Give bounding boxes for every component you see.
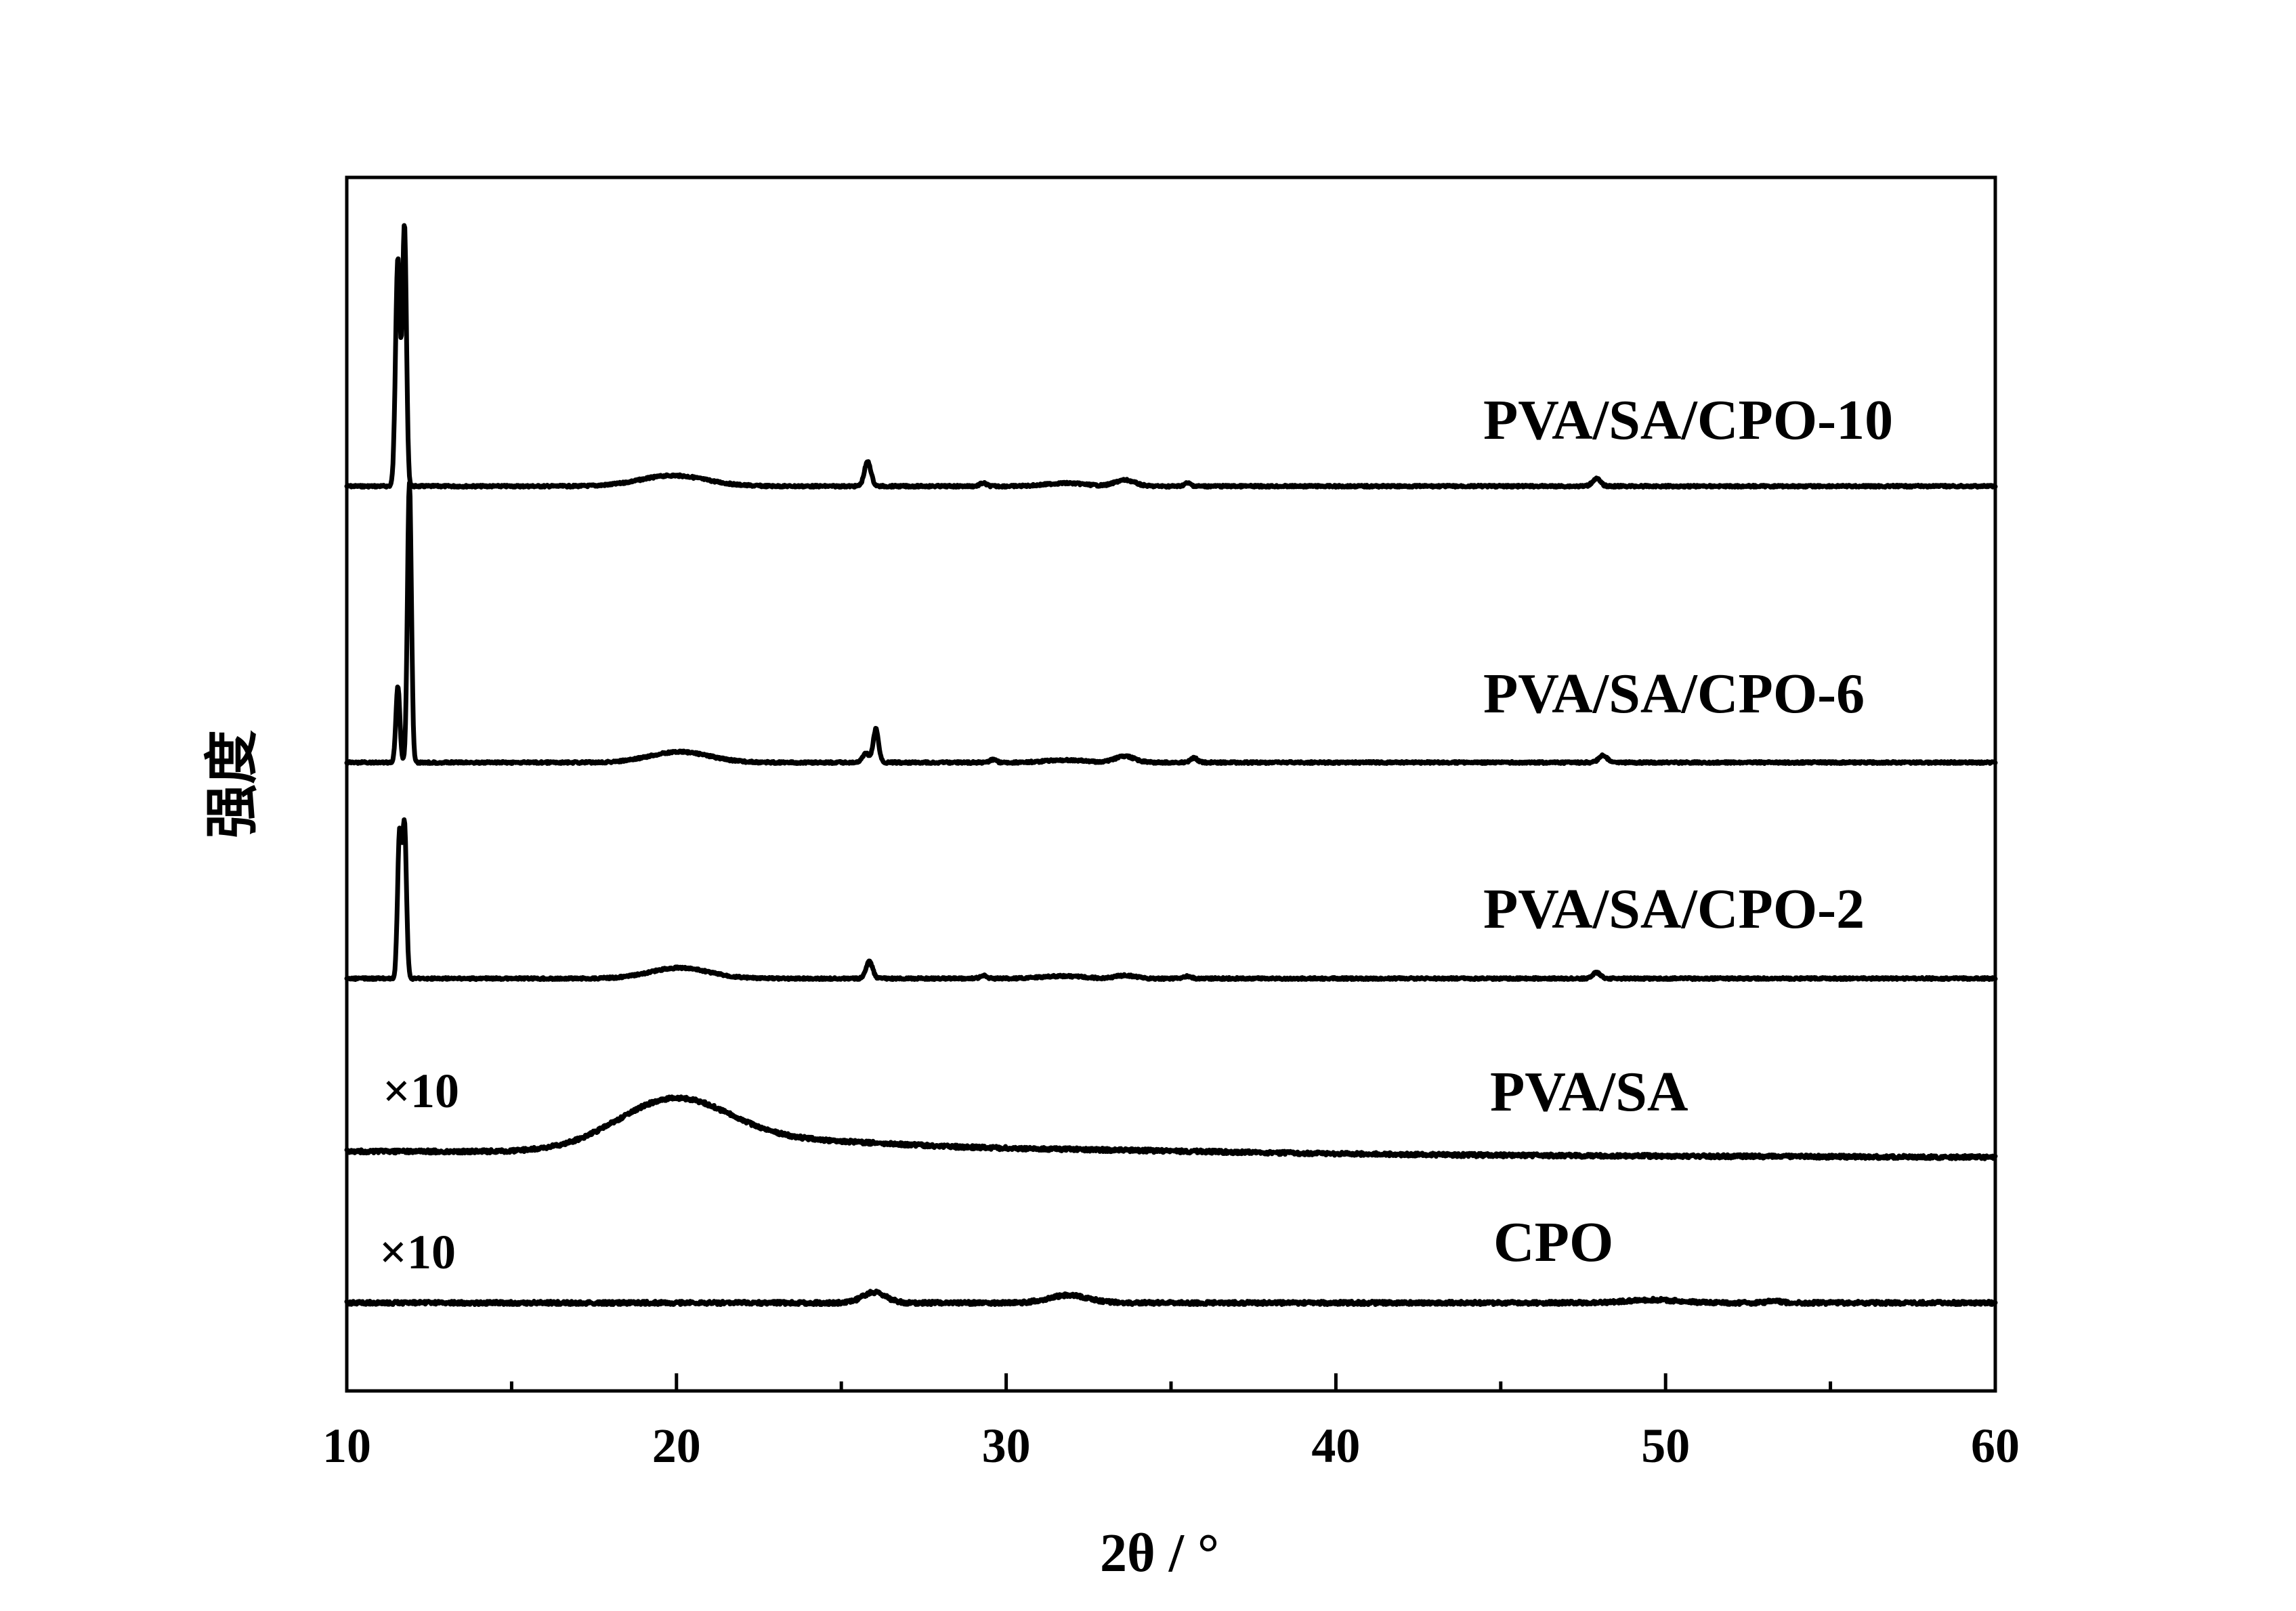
x-tick-label: 30 (982, 1419, 1031, 1473)
scale-factor-label: ×10 (383, 1064, 459, 1118)
series-label: PVA/SA/CPO-6 (1483, 662, 1865, 725)
series-label: PVA/SA/CPO-10 (1483, 389, 1893, 452)
traces (344, 223, 1998, 1307)
x-tick-label: 40 (1311, 1419, 1360, 1473)
x-axis: 10 20 30 40 50 60 (322, 1373, 2020, 1473)
series-label: CPO (1493, 1211, 1613, 1274)
y-axis-title: 强度 (203, 730, 263, 838)
trace-line (344, 1094, 1998, 1161)
series-labels: PVA/SA/CPO-10 PVA/SA/CPO-6 PVA/SA/CPO-2 PVA… (379, 389, 1893, 1279)
series-label: PVA/SA/CPO-2 (1483, 878, 1865, 941)
trace-line (344, 223, 1998, 490)
scale-factor-label: ×10 (379, 1225, 456, 1279)
x-axis-title: 2θ / ° (1100, 1524, 1219, 1583)
series-label: PVA/SA (1490, 1060, 1688, 1123)
x-tick-label: 20 (652, 1419, 701, 1473)
trace-line (344, 1288, 1998, 1307)
x-tick-label: 10 (322, 1419, 371, 1473)
x-tick-label: 60 (1971, 1419, 2020, 1473)
plot-frame (345, 175, 1997, 1393)
trace-line (344, 480, 1998, 766)
trace-line (344, 817, 1998, 982)
x-tick-label: 50 (1641, 1419, 1690, 1473)
